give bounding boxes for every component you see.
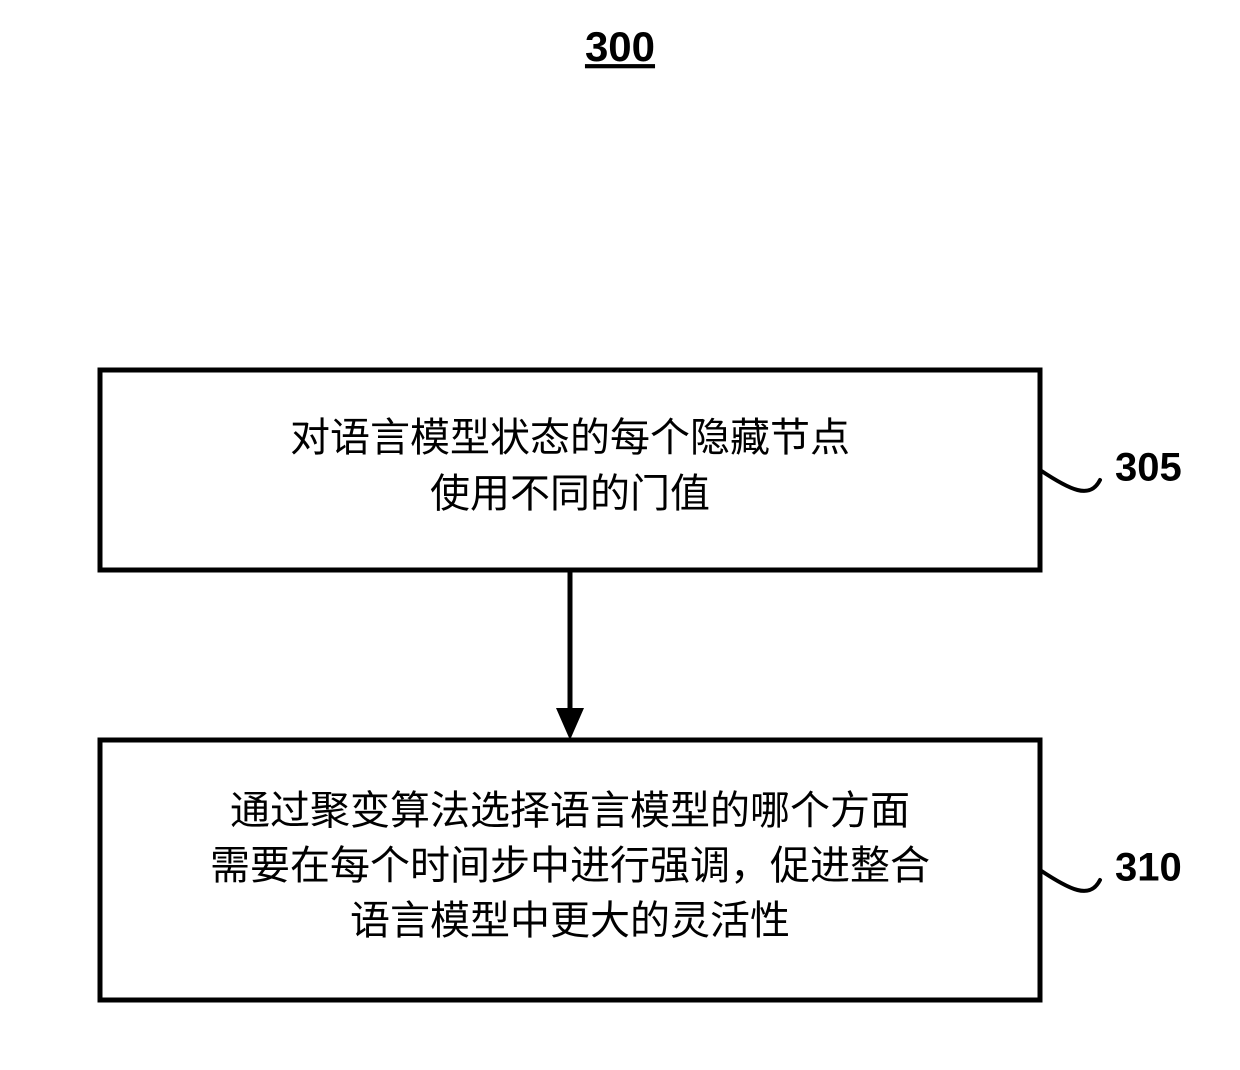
step-text-line: 对语言模型状态的每个隐藏节点 [290,415,850,460]
step-number-label: 305 [1115,446,1182,490]
step-box [100,370,1040,570]
step-text-line: 语言模型中更大的灵活性 [350,898,790,943]
callout-leader [1040,870,1100,891]
figure-number: 300 [585,23,655,70]
arrow-head-icon [556,708,584,740]
step-text-line: 使用不同的门值 [430,471,710,516]
callout-leader [1040,470,1100,491]
step-text-line: 需要在每个时间步中进行强调，促进整合 [210,843,930,888]
flow-step-2: 通过聚变算法选择语言模型的哪个方面需要在每个时间步中进行强调，促进整合语言模型中… [100,740,1182,1000]
flow-step-1: 对语言模型状态的每个隐藏节点使用不同的门值 305 [100,370,1182,570]
step-number-label: 310 [1115,846,1182,890]
step-text-line: 通过聚变算法选择语言模型的哪个方面 [230,788,910,833]
flow-arrow [556,570,584,740]
